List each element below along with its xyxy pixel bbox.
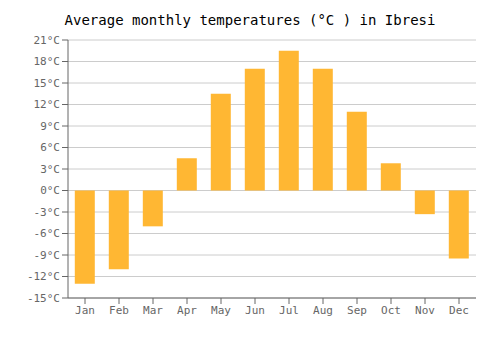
svg-text:15°C: 15°C <box>34 77 61 90</box>
svg-text:May: May <box>211 304 231 317</box>
svg-text:21°C: 21°C <box>34 34 61 47</box>
svg-text:9°C: 9°C <box>40 120 60 133</box>
svg-text:Jan: Jan <box>75 304 95 317</box>
svg-text:-6°C: -6°C <box>34 227 61 240</box>
svg-text:Oct: Oct <box>381 304 401 317</box>
svg-text:Jul: Jul <box>279 304 299 317</box>
svg-text:Sep: Sep <box>347 304 367 317</box>
svg-text:18°C: 18°C <box>34 55 61 68</box>
svg-text:Aug: Aug <box>313 304 333 317</box>
svg-text:-3°C: -3°C <box>34 206 61 219</box>
svg-text:-12°C: -12°C <box>27 270 60 283</box>
svg-text:Nov: Nov <box>415 304 435 317</box>
svg-text:Mar: Mar <box>143 304 163 317</box>
svg-text:6°C: 6°C <box>40 141 60 154</box>
svg-text:3°C: 3°C <box>40 163 60 176</box>
svg-text:12°C: 12°C <box>34 98 61 111</box>
svg-text:Feb: Feb <box>109 304 129 317</box>
svg-text:Dec: Dec <box>449 304 469 317</box>
svg-text:-9°C: -9°C <box>34 249 61 262</box>
svg-text:-15°C: -15°C <box>27 292 60 305</box>
svg-text:Apr: Apr <box>177 304 197 317</box>
svg-text:0°C: 0°C <box>40 184 60 197</box>
html-text:Average monthly temperatures (: Average monthly temperatures (°C ) in Ib… <box>64 12 436 28</box>
svg-text:Jun: Jun <box>245 304 265 317</box>
